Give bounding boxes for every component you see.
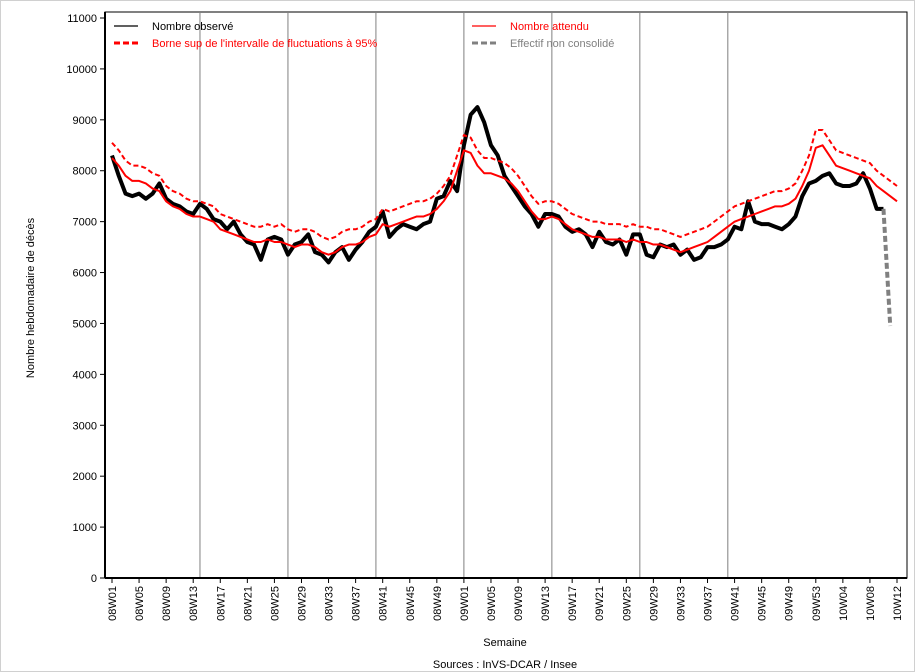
x-tick-label: 09W21 <box>594 586 606 621</box>
x-tick-label: 09W17 <box>567 586 579 621</box>
x-tick-label: 08W09 <box>161 586 173 621</box>
series-line <box>111 144 898 256</box>
x-tick-label: 09W01 <box>459 586 471 621</box>
legend-label: Nombre observé <box>152 21 233 33</box>
y-tick-label: 6000 <box>73 268 97 280</box>
x-tick-label: 09W37 <box>703 586 715 621</box>
x-tick-label: 08W45 <box>405 586 417 621</box>
y-tick-label: 3000 <box>73 420 97 432</box>
x-tick-label: 09W53 <box>811 586 823 621</box>
x-tick-label: 08W17 <box>215 586 227 621</box>
legend-label: Effectif non consolidé <box>510 38 614 50</box>
x-tick-label: 09W45 <box>757 586 769 621</box>
y-tick-label: 8000 <box>73 166 97 178</box>
x-tick-label: 10W08 <box>865 586 877 621</box>
x-tick-label: 08W01 <box>107 586 119 621</box>
y-tick-label: 7000 <box>73 217 97 229</box>
y-tick-label: 2000 <box>73 471 97 483</box>
plot-frame <box>104 11 908 579</box>
x-tick-label: 09W09 <box>513 586 525 621</box>
x-axis-title: Semaine <box>483 637 526 649</box>
x-tick-label: 08W33 <box>324 586 336 621</box>
series-line <box>110 105 884 265</box>
x-tick-label: 08W49 <box>432 586 444 621</box>
y-tick-label: 9000 <box>73 115 97 127</box>
x-tick-label: 08W29 <box>296 586 308 621</box>
x-tick-label: 10W12 <box>892 586 904 621</box>
x-tick-label: 09W05 <box>486 586 498 621</box>
x-tick-label: 09W49 <box>784 586 796 621</box>
x-tick-label: 08W05 <box>134 586 146 621</box>
x-tick-label: 09W33 <box>675 586 687 621</box>
y-tick-label: 4000 <box>73 369 97 381</box>
x-tick-label: 10W04 <box>838 586 850 621</box>
series-line <box>111 129 898 241</box>
y-tick-label: 1000 <box>73 522 97 534</box>
x-tick-label: 08W21 <box>242 586 254 621</box>
legend-label: Borne sup de l'intervalle de fluctuation… <box>152 38 378 50</box>
legend-label: Nombre attendu <box>510 21 589 33</box>
x-tick-label: 09W25 <box>621 586 633 621</box>
y-axis-title: Nombre hebdomadaire de décès <box>25 217 37 378</box>
series-line <box>881 208 893 327</box>
x-tick-label: 08W41 <box>378 586 390 621</box>
y-tick-label: 0 <box>91 573 97 585</box>
x-tick-label: 09W41 <box>730 586 742 621</box>
y-tick-label: 5000 <box>73 318 97 330</box>
y-tick-label: 11000 <box>67 13 97 25</box>
x-tick-label: 09W29 <box>648 586 660 621</box>
x-tick-label: 08W25 <box>269 586 281 621</box>
x-tick-label: 09W13 <box>540 586 552 621</box>
x-tick-label: 08W13 <box>188 586 200 621</box>
x-tick-label: 08W37 <box>351 586 363 621</box>
source-note: Sources : InVS-DCAR / Insee <box>433 659 577 671</box>
y-tick-label: 10000 <box>66 64 97 76</box>
